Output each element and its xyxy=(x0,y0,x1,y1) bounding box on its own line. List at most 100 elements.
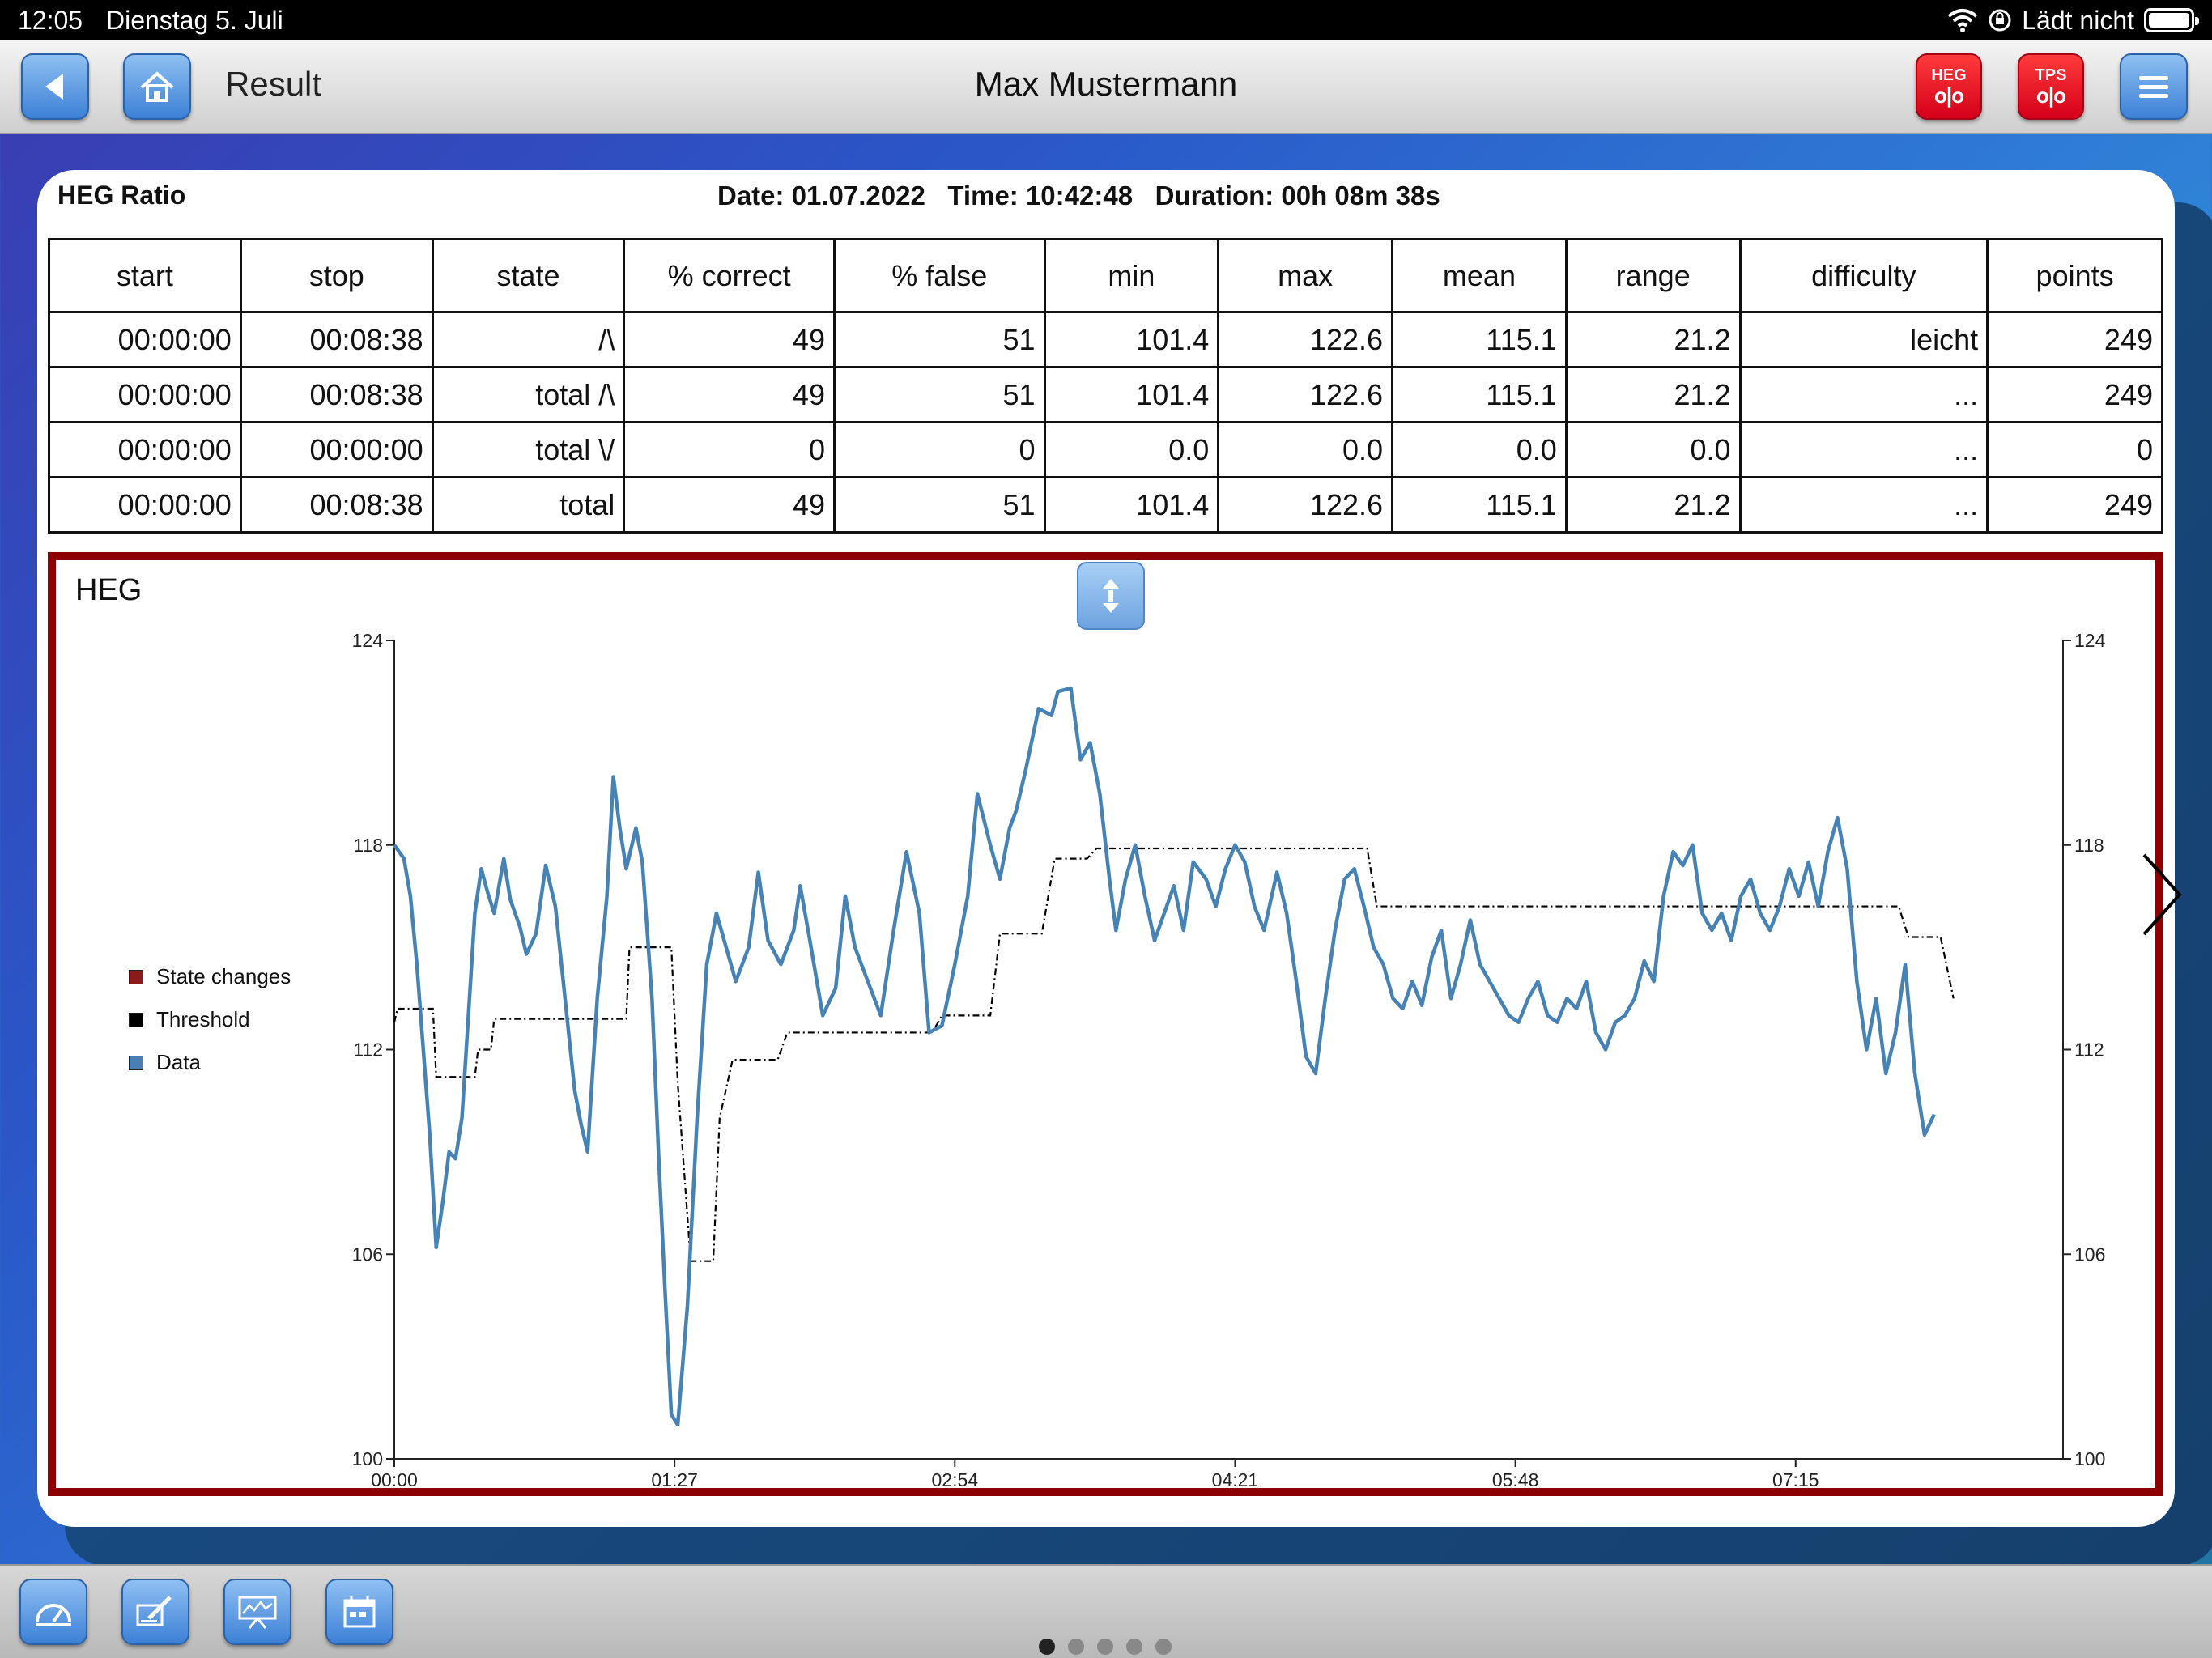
status-time: 12:05 xyxy=(18,5,83,35)
tps-button[interactable]: TPS o|o xyxy=(2018,53,2084,120)
data-line xyxy=(393,686,1936,1427)
edit-button[interactable] xyxy=(121,1579,189,1645)
column-header: stop xyxy=(239,238,434,313)
legend-item: Threshold xyxy=(129,998,291,1041)
session-duration: Duration: 00h 08m 38s xyxy=(1155,181,1440,210)
nav-bar: Result Max Mustermann HEG o|o TPS o|o xyxy=(0,40,2212,134)
y-tick-label-right: 112 xyxy=(2074,1039,2104,1061)
table-cell: ... xyxy=(1738,476,1989,534)
table-cell: 0.0 xyxy=(1564,421,1742,478)
next-page-arrow-icon[interactable] xyxy=(2138,850,2186,939)
chart-title: HEG xyxy=(75,573,143,607)
column-header: range xyxy=(1564,238,1742,313)
table-cell: total \/ xyxy=(431,421,626,478)
table-cell: 249 xyxy=(1986,311,2163,368)
dashboard-icon xyxy=(36,1604,71,1626)
table-cell: 115.1 xyxy=(1391,311,1568,368)
table-row: 00:00:00 00:08:38 total /\ 49 51 101.4 122.6 11… xyxy=(48,366,2163,423)
table-cell: 101.4 xyxy=(1043,366,1220,423)
table-cell: 0 xyxy=(832,421,1046,478)
back-button[interactable] xyxy=(21,53,89,120)
tps-button-label: TPS xyxy=(2035,66,2067,84)
table-cell: ... xyxy=(1738,421,1989,478)
table-cell: 0 xyxy=(1986,421,2163,478)
edit-icon xyxy=(136,1596,172,1626)
legend-item: State changes xyxy=(129,955,291,998)
y-tick-label-right: 118 xyxy=(2074,835,2104,856)
y-tick-label-right: 106 xyxy=(2074,1244,2105,1265)
table-cell: 115.1 xyxy=(1391,476,1568,534)
menu-button[interactable] xyxy=(2120,53,2188,120)
column-header: mean xyxy=(1391,238,1568,313)
page-dot[interactable] xyxy=(1155,1639,1172,1655)
presentation-button[interactable] xyxy=(223,1579,291,1645)
table-cell: 122.6 xyxy=(1217,366,1394,423)
table-cell: ... xyxy=(1738,366,1989,423)
table-cell: 51 xyxy=(832,311,1046,368)
table-cell: 00:00:00 xyxy=(48,311,242,368)
tps-glyph: o|o xyxy=(2035,83,2066,108)
wifi-icon xyxy=(1947,9,1978,32)
table-cell: 249 xyxy=(1986,366,2163,423)
x-tick-label: 01:27 xyxy=(651,1469,698,1488)
y-tick-label: 124 xyxy=(352,630,384,651)
table-cell: 21.2 xyxy=(1564,476,1742,534)
x-tick-label: 04:21 xyxy=(1212,1469,1259,1488)
table-cell: 21.2 xyxy=(1564,311,1742,368)
bottom-toolbar xyxy=(0,1564,2212,1658)
dashboard-button[interactable] xyxy=(19,1579,87,1645)
y-tick-label: 112 xyxy=(353,1039,383,1061)
threshold-line xyxy=(393,847,1955,1262)
legend-label: Data xyxy=(156,1050,201,1074)
table-cell: 00:00:00 xyxy=(48,421,242,478)
column-header: min xyxy=(1043,238,1220,313)
orientation-lock-icon xyxy=(1989,9,2011,32)
table-row: 00:00:00 00:00:00 total \/0 0 0.0 0.0 0.0 0.0..… xyxy=(48,421,2163,478)
y-tick-label: 118 xyxy=(353,835,383,856)
panel-title: HEG Ratio xyxy=(57,181,186,210)
table-cell: 101.4 xyxy=(1043,476,1220,534)
page-dot[interactable] xyxy=(1097,1639,1113,1655)
table-row: 00:00:00 00:08:38/\ 49 51 101.4 122.6 115.1 21.… xyxy=(48,311,2163,368)
table-cell: 49 xyxy=(623,366,836,423)
table-row: 00:00:00 00:08:38 total 49 51 101.4 122.6 115.1… xyxy=(48,476,2163,534)
column-header: start xyxy=(48,238,242,313)
column-header: max xyxy=(1217,238,1394,313)
table-cell: 101.4 xyxy=(1043,311,1220,368)
column-header: difficulty xyxy=(1738,238,1989,313)
resize-chart-button[interactable] xyxy=(1077,562,1145,630)
y-tick-label: 106 xyxy=(352,1244,383,1265)
status-bar: 12:05 Dienstag 5. Juli Lädt nicht xyxy=(0,0,2212,40)
menu-icon xyxy=(2139,76,2168,98)
table-header-row: start stop state% correct% false min max mean… xyxy=(48,238,2163,313)
heg-glyph: o|o xyxy=(1933,83,1964,108)
y-tick-label-right: 124 xyxy=(2074,630,2106,651)
back-arrow-icon xyxy=(45,74,63,100)
x-tick-label: 02:54 xyxy=(932,1469,979,1488)
table-cell: 49 xyxy=(623,476,836,534)
table-cell: 49 xyxy=(623,311,836,368)
session-info: Date: 01.07.2022 Time: 10:42:48 Duration… xyxy=(717,181,1440,211)
table-cell: total /\ xyxy=(431,366,626,423)
heg-button[interactable]: HEG o|o xyxy=(1916,53,1982,120)
page-indicator[interactable] xyxy=(1039,1639,1172,1655)
column-header: % false xyxy=(832,238,1046,313)
column-header: state xyxy=(431,238,626,313)
x-tick-label: 07:15 xyxy=(1772,1469,1819,1488)
result-table: start stop state% correct% false min max mean… xyxy=(48,238,2163,534)
table-cell: 51 xyxy=(832,366,1046,423)
column-header: points xyxy=(1986,238,2163,313)
page-dot[interactable] xyxy=(1039,1639,1055,1655)
column-header: % correct xyxy=(623,238,836,313)
table-cell: 0.0 xyxy=(1043,421,1220,478)
page-dot[interactable] xyxy=(1068,1639,1084,1655)
table-cell: /\ xyxy=(431,311,626,368)
legend-swatch xyxy=(129,1012,143,1027)
table-cell: 249 xyxy=(1986,476,2163,534)
table-cell: 00:00:00 xyxy=(48,366,242,423)
page-dot[interactable] xyxy=(1126,1639,1142,1655)
home-button[interactable] xyxy=(123,53,191,120)
calendar-button[interactable] xyxy=(325,1579,393,1645)
chart-plot: 100 100 106 106 112 112 118 118 124 124 00:00 01:27… xyxy=(352,630,2106,1488)
session-time: Time: 10:42:48 xyxy=(947,181,1134,210)
